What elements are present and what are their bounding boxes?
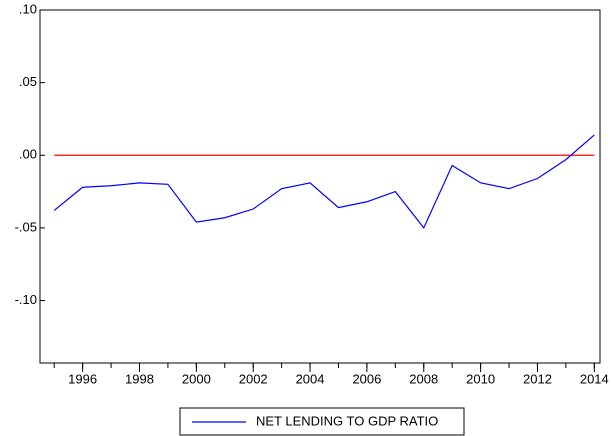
x-tick-label: 1996 xyxy=(68,371,97,386)
x-tick-label: 2004 xyxy=(296,371,325,386)
y-tick-label: .10 xyxy=(19,1,37,16)
x-tick-label: 2002 xyxy=(239,371,268,386)
plot-frame xyxy=(39,9,601,364)
x-tick-label: 2006 xyxy=(352,371,381,386)
y-tick-label: -.10 xyxy=(15,292,37,307)
x-tick-label: 1998 xyxy=(125,371,154,386)
x-tick-label: 2010 xyxy=(466,371,495,386)
x-tick-label: 2008 xyxy=(409,371,438,386)
series-line xyxy=(53,134,595,230)
x-tick-label: 2012 xyxy=(523,371,552,386)
legend-label: NET LENDING TO GDP RATIO xyxy=(256,413,438,428)
y-tick-label: .05 xyxy=(19,74,37,89)
y-tick-label: .00 xyxy=(19,147,37,162)
y-tick-label: -.05 xyxy=(15,219,37,234)
x-tick-label: 2014 xyxy=(580,371,609,386)
x-tick-label: 2000 xyxy=(182,371,211,386)
